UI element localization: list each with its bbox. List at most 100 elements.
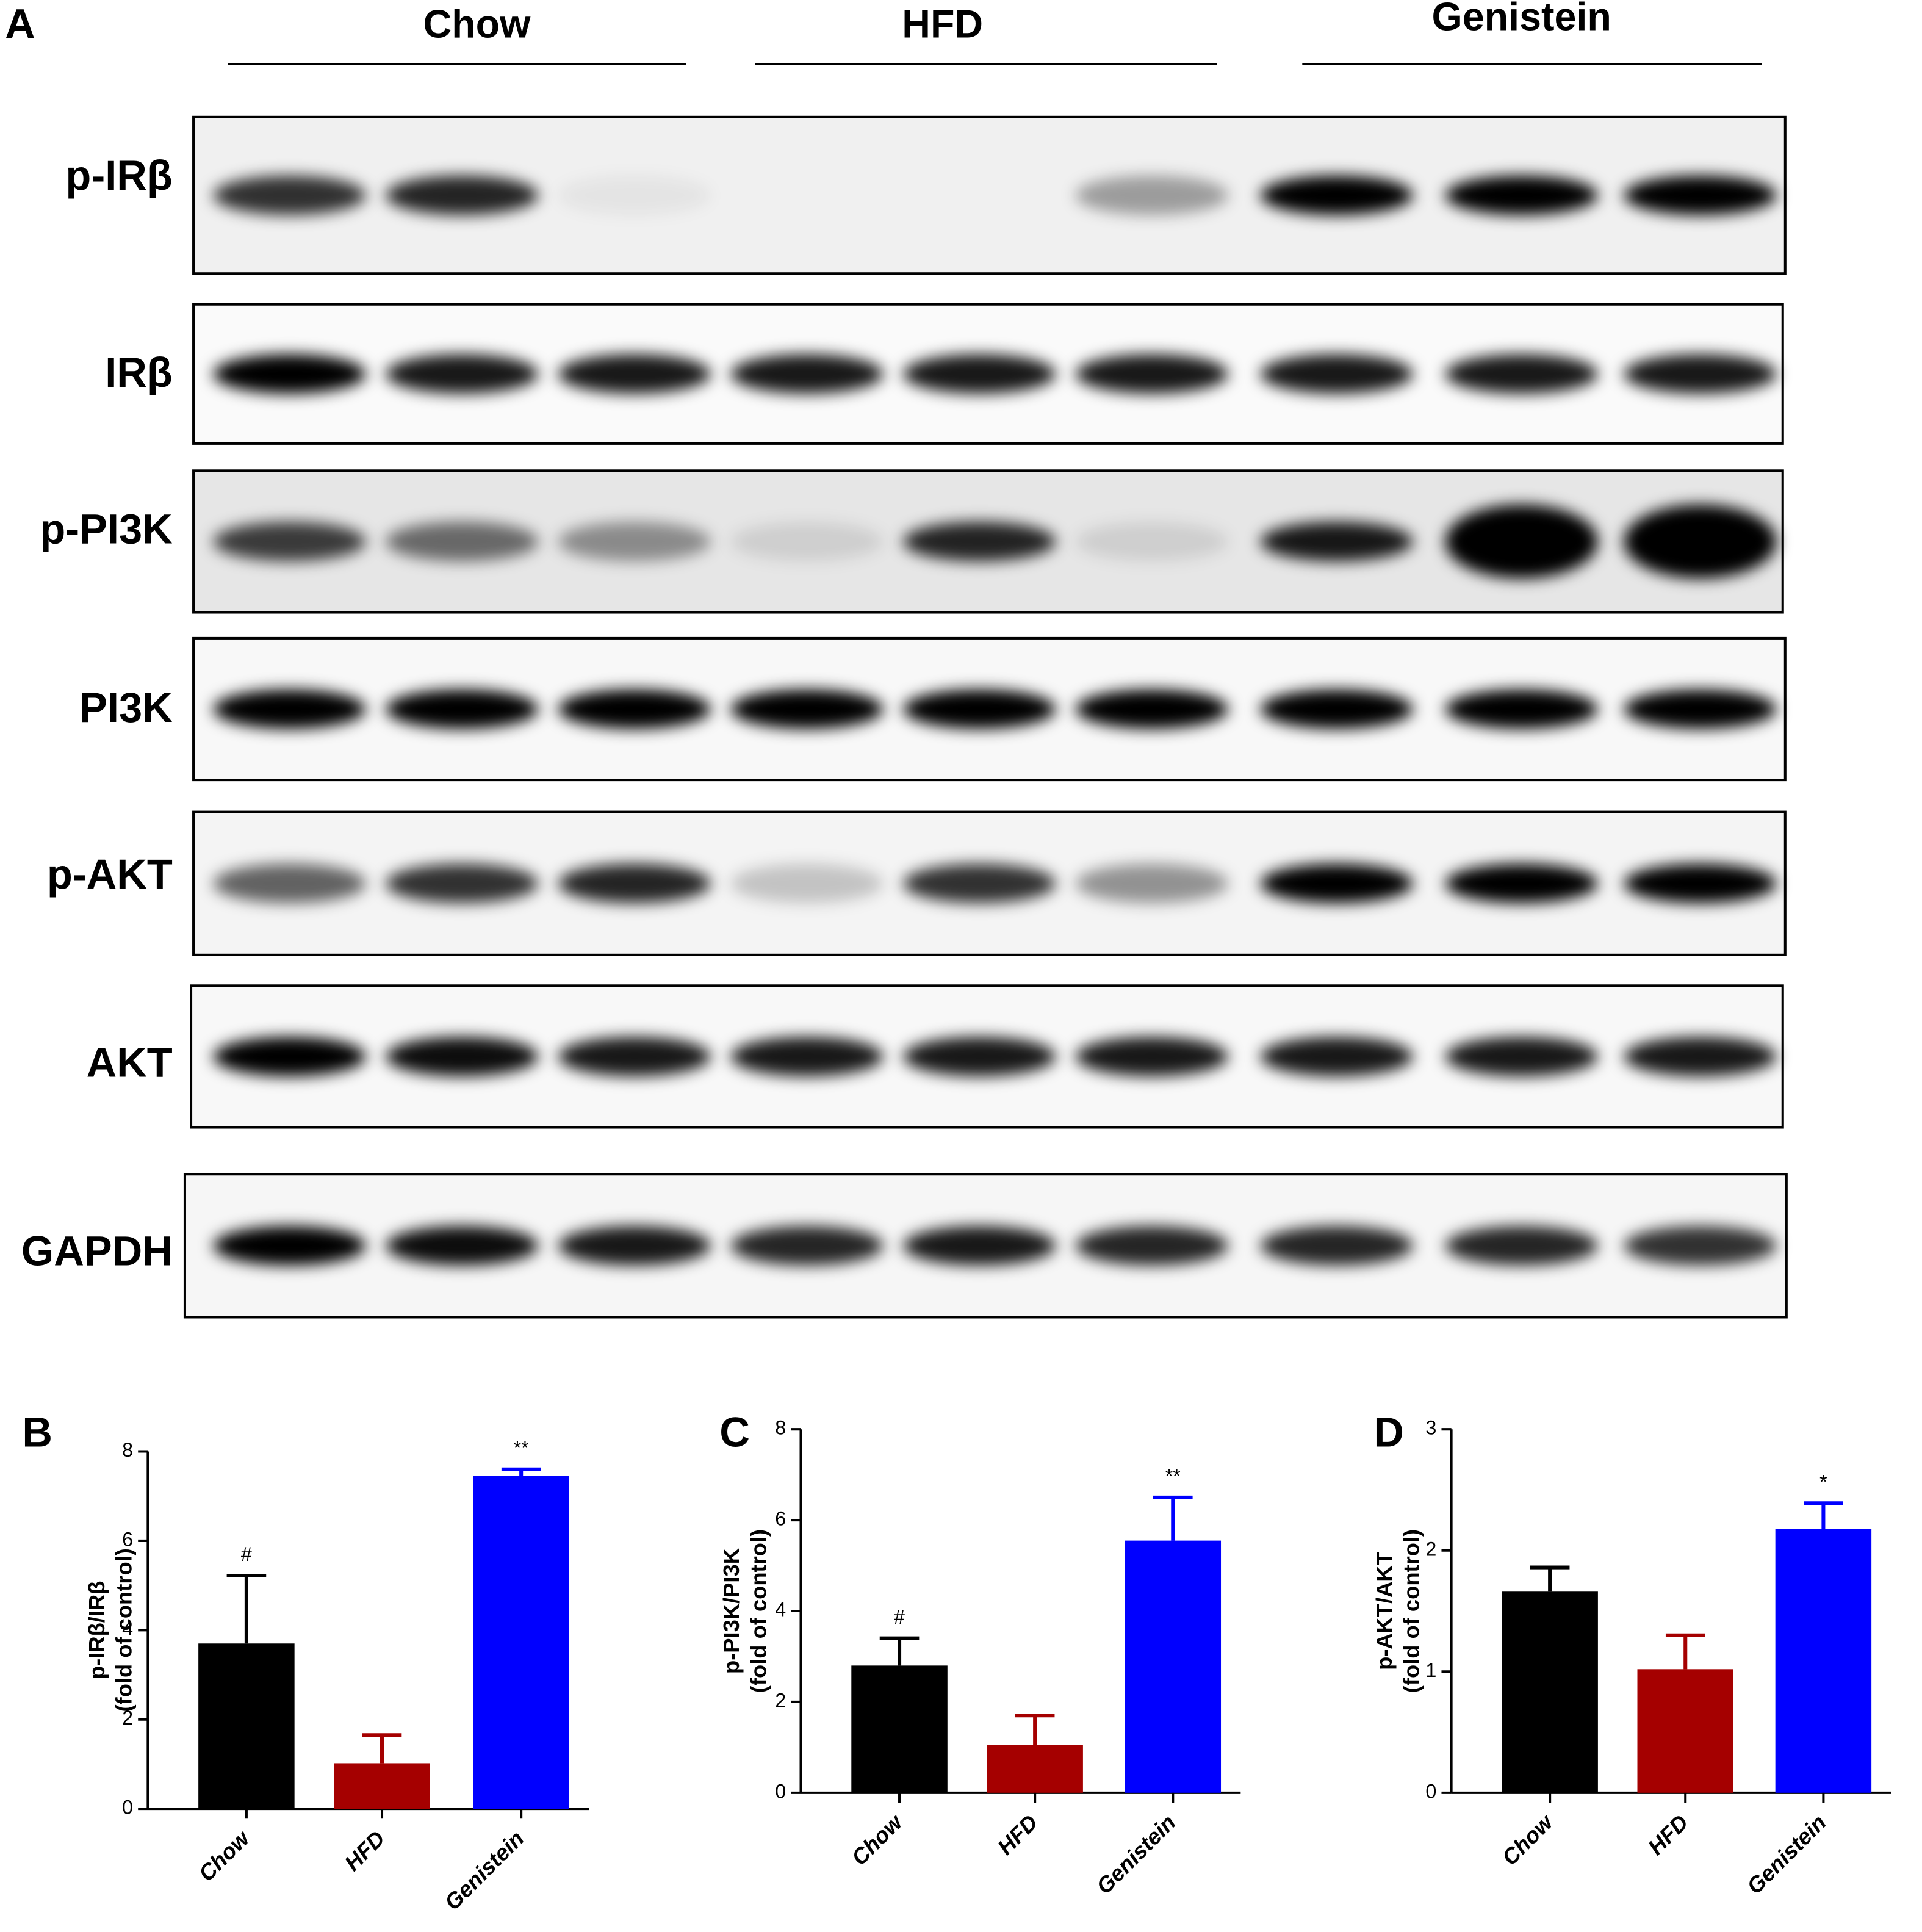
band	[730, 863, 884, 904]
band	[213, 689, 366, 729]
bar	[334, 1763, 430, 1809]
band	[558, 863, 711, 904]
band	[1445, 863, 1598, 904]
significance-label: **	[1165, 1465, 1181, 1487]
bar	[473, 1476, 569, 1809]
band	[1260, 354, 1414, 394]
band	[386, 175, 539, 215]
y-tick-label: 0	[122, 1797, 133, 1818]
x-tick-label: HFD	[1643, 1810, 1693, 1860]
y-tick-label: 0	[775, 1780, 786, 1802]
band	[558, 522, 711, 561]
significance-label: **	[514, 1437, 530, 1459]
band	[386, 1226, 539, 1266]
y-tick-label: 2	[122, 1707, 133, 1729]
y-tick-label: 1	[1425, 1659, 1436, 1681]
band	[386, 689, 539, 729]
band	[1075, 354, 1229, 394]
band	[730, 354, 884, 394]
band	[903, 689, 1056, 729]
band	[730, 1226, 884, 1266]
band	[1075, 1226, 1229, 1266]
band	[558, 1037, 711, 1076]
band	[386, 1037, 539, 1076]
band	[558, 689, 711, 729]
x-tick-label: Genistein	[440, 1826, 529, 1915]
band	[386, 863, 539, 904]
band	[558, 354, 711, 394]
band	[1075, 175, 1229, 215]
band	[1260, 175, 1414, 215]
band	[1075, 863, 1229, 904]
bar	[1775, 1529, 1872, 1793]
blot-label: p-PI3K	[40, 505, 172, 552]
y-tick-label: 2	[1425, 1538, 1436, 1560]
bar	[851, 1665, 948, 1793]
band	[1260, 1037, 1414, 1076]
band	[1624, 689, 1777, 729]
y-tick-label: 6	[122, 1528, 133, 1550]
panel-label: A	[5, 1, 35, 48]
bar	[987, 1745, 1083, 1793]
blot-label: p-AKT	[47, 851, 173, 898]
group-label: Chow	[423, 2, 531, 46]
panel-label: D	[1373, 1408, 1404, 1455]
x-tick-label: Chow	[193, 1825, 255, 1886]
band	[1445, 175, 1598, 215]
y-axis-label: p-IRβ/IRβ	[84, 1581, 109, 1679]
band	[213, 175, 366, 215]
band	[1624, 175, 1777, 215]
band	[558, 1226, 711, 1266]
band	[1624, 1037, 1777, 1076]
x-tick-label: Genistein	[1742, 1810, 1831, 1899]
y-tick-label: 6	[775, 1508, 786, 1530]
significance-label: #	[894, 1606, 905, 1628]
x-tick-label: HFD	[993, 1810, 1043, 1860]
y-axis-label: p-PI3K/PI3K	[719, 1548, 744, 1674]
x-tick-label: Chow	[847, 1809, 909, 1870]
band	[1075, 1037, 1229, 1076]
y-tick-label: 0	[1425, 1780, 1436, 1802]
y-axis-label: (fold of control)	[112, 1548, 137, 1712]
band	[1624, 504, 1777, 579]
band	[213, 1226, 366, 1266]
band	[1260, 1226, 1414, 1266]
x-tick-label: HFD	[340, 1826, 390, 1876]
band	[1445, 1226, 1598, 1266]
bar	[198, 1643, 295, 1809]
significance-label: *	[1819, 1471, 1827, 1493]
group-label: Genistein	[1432, 0, 1611, 38]
y-tick-label: 3	[1425, 1417, 1436, 1439]
bar	[1502, 1591, 1598, 1793]
blot-label: IRβ	[105, 349, 173, 396]
band	[1075, 522, 1229, 561]
band	[730, 689, 884, 729]
band	[903, 1226, 1056, 1266]
band	[386, 522, 539, 561]
y-axis-label: p-AKT/AKT	[1372, 1552, 1397, 1670]
bar	[1125, 1540, 1222, 1793]
y-axis-label: (fold of control)	[1399, 1529, 1424, 1693]
x-tick-label: Genistein	[1092, 1810, 1181, 1899]
y-tick-label: 4	[122, 1618, 133, 1640]
band	[1260, 863, 1414, 904]
group-label: HFD	[902, 2, 983, 46]
band	[903, 354, 1056, 394]
bar	[1637, 1669, 1733, 1793]
blot-label: AKT	[87, 1039, 173, 1086]
band	[903, 1037, 1056, 1076]
band	[1624, 863, 1777, 904]
panel-label: B	[22, 1408, 52, 1455]
band	[213, 522, 366, 561]
band	[1260, 522, 1414, 561]
band	[386, 354, 539, 394]
band	[213, 1037, 366, 1076]
band	[213, 863, 366, 904]
band	[1075, 689, 1229, 729]
band	[903, 863, 1056, 904]
band	[1445, 354, 1598, 394]
blot-label: GAPDH	[21, 1228, 173, 1275]
band	[1445, 1037, 1598, 1076]
band	[1624, 354, 1777, 394]
y-axis-label: (fold of control)	[746, 1529, 771, 1693]
